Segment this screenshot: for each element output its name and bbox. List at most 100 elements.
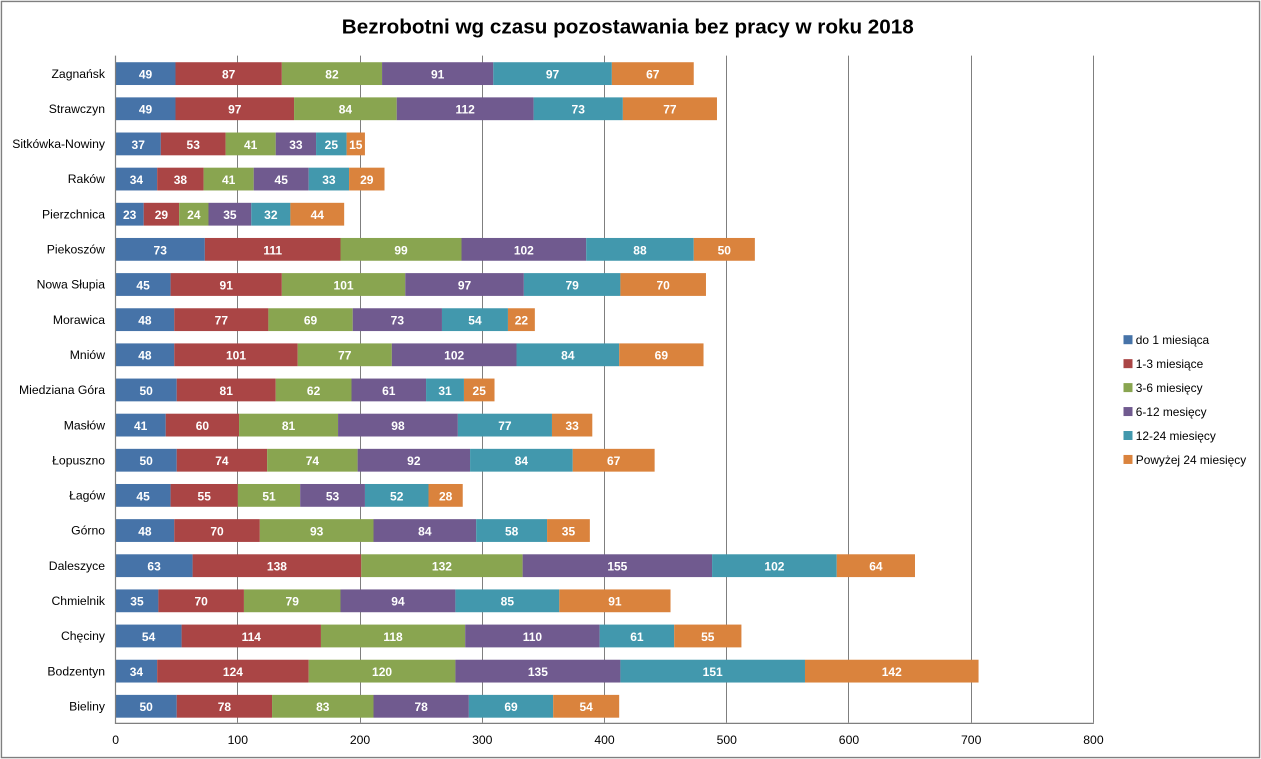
svg-text:Sitkówka-Nowiny: Sitkówka-Nowiny [12,137,106,151]
svg-text:70: 70 [194,595,208,609]
svg-text:84: 84 [515,454,529,468]
svg-text:77: 77 [215,314,229,328]
svg-text:45: 45 [136,278,150,292]
svg-text:49: 49 [139,68,153,82]
svg-text:52: 52 [390,489,404,503]
svg-text:22: 22 [515,314,529,328]
svg-text:45: 45 [136,489,150,503]
svg-text:34: 34 [130,665,144,679]
svg-text:44: 44 [311,208,325,222]
svg-text:54: 54 [142,630,156,644]
svg-text:Strawczyn: Strawczyn [49,102,105,116]
svg-text:50: 50 [139,700,153,714]
svg-text:61: 61 [630,630,644,644]
svg-text:61: 61 [382,384,396,398]
svg-text:69: 69 [304,314,318,328]
svg-text:Pierzchnica: Pierzchnica [42,207,105,221]
svg-text:53: 53 [326,489,340,503]
svg-text:1-3 miesiące: 1-3 miesiące [1136,357,1204,371]
svg-text:48: 48 [138,349,152,363]
svg-text:94: 94 [391,595,405,609]
svg-text:77: 77 [663,103,677,117]
svg-text:6-12 mesięcy: 6-12 mesięcy [1136,405,1207,419]
svg-text:118: 118 [383,630,403,644]
svg-text:Bezrobotni wg czasu pozostawan: Bezrobotni wg czasu pozostawania bez pra… [342,16,914,38]
svg-text:70: 70 [210,524,224,538]
svg-text:67: 67 [646,68,660,82]
svg-text:50: 50 [139,384,153,398]
svg-text:Bodzentyn: Bodzentyn [47,664,105,678]
svg-text:53: 53 [187,138,201,152]
svg-text:77: 77 [338,349,352,363]
svg-text:300: 300 [472,733,493,747]
svg-text:79: 79 [286,595,300,609]
svg-text:70: 70 [657,278,671,292]
svg-text:73: 73 [154,243,168,257]
svg-text:62: 62 [307,384,321,398]
svg-text:97: 97 [546,68,560,82]
svg-text:23: 23 [123,208,137,222]
svg-text:32: 32 [264,208,278,222]
svg-text:60: 60 [196,419,210,433]
svg-text:91: 91 [431,68,445,82]
svg-text:Powyżej 24 miesięcy: Powyżej 24 miesięcy [1136,453,1246,467]
svg-text:102: 102 [444,349,464,363]
svg-text:99: 99 [394,243,408,257]
svg-text:69: 69 [655,349,669,363]
svg-text:35: 35 [562,524,576,538]
svg-text:Morawica: Morawica [53,313,105,327]
svg-text:111: 111 [263,243,282,257]
svg-text:Mniów: Mniów [70,348,105,362]
svg-text:91: 91 [220,278,234,292]
svg-text:110: 110 [523,630,543,644]
svg-text:Łopuszno: Łopuszno [52,453,105,467]
svg-text:114: 114 [242,630,262,644]
svg-text:54: 54 [468,314,482,328]
svg-text:49: 49 [139,103,153,117]
svg-text:38: 38 [174,173,188,187]
svg-text:700: 700 [961,733,982,747]
svg-text:85: 85 [501,595,515,609]
svg-text:34: 34 [130,173,144,187]
svg-text:31: 31 [438,384,452,398]
svg-text:45: 45 [275,173,289,187]
svg-text:50: 50 [139,454,153,468]
svg-text:50: 50 [718,243,732,257]
svg-text:Miedziana Góra: Miedziana Góra [19,383,105,397]
svg-text:142: 142 [882,665,902,679]
svg-text:41: 41 [222,173,236,187]
svg-text:Chęciny: Chęciny [61,629,106,643]
svg-text:0: 0 [112,733,119,747]
svg-text:97: 97 [228,103,242,117]
svg-text:151: 151 [703,665,723,679]
svg-text:93: 93 [310,524,324,538]
svg-text:64: 64 [869,560,883,574]
svg-text:Górno: Górno [71,524,105,538]
svg-text:41: 41 [134,419,148,433]
svg-text:92: 92 [407,454,421,468]
svg-text:48: 48 [138,314,152,328]
svg-text:78: 78 [414,700,428,714]
svg-text:55: 55 [701,630,715,644]
svg-text:15: 15 [349,138,363,152]
svg-text:3-6 miesięcy: 3-6 miesięcy [1136,381,1203,395]
svg-text:Piekoszów: Piekoszów [47,243,105,257]
svg-text:33: 33 [565,419,579,433]
svg-text:155: 155 [607,560,627,574]
svg-text:83: 83 [316,700,330,714]
svg-text:84: 84 [418,524,432,538]
svg-text:100: 100 [228,733,249,747]
svg-text:200: 200 [350,733,371,747]
svg-text:87: 87 [222,68,236,82]
svg-text:124: 124 [223,665,243,679]
svg-text:800: 800 [1083,733,1104,747]
svg-text:25: 25 [473,384,487,398]
svg-text:500: 500 [717,733,738,747]
svg-text:91: 91 [608,595,622,609]
svg-text:51: 51 [262,489,276,503]
svg-text:69: 69 [504,700,518,714]
svg-text:24: 24 [187,208,201,222]
svg-text:37: 37 [132,138,146,152]
svg-text:67: 67 [607,454,621,468]
svg-text:84: 84 [339,103,353,117]
